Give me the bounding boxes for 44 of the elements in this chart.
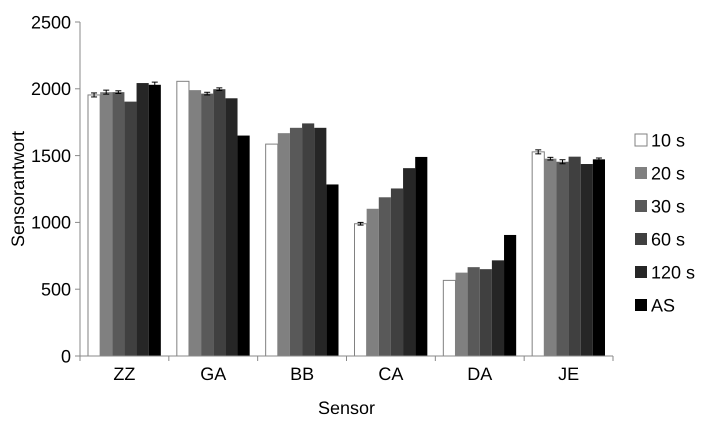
bar xyxy=(112,92,124,356)
y-tick-label: 500 xyxy=(40,280,71,300)
legend-label: AS xyxy=(651,295,676,316)
bar xyxy=(302,123,314,356)
x-tick-label: ZZ xyxy=(113,364,136,384)
bar xyxy=(238,136,250,356)
y-tick-label: 1500 xyxy=(30,146,71,166)
bar xyxy=(504,234,516,356)
bar xyxy=(290,128,302,356)
bar xyxy=(326,184,339,356)
x-tick-label: GA xyxy=(200,364,226,384)
x-axis-title: Sensor xyxy=(318,398,376,418)
y-tick-label: 2000 xyxy=(30,79,71,100)
bar xyxy=(568,156,581,356)
bar xyxy=(415,156,428,356)
legend-label: 30 s xyxy=(651,196,686,216)
bar xyxy=(225,98,238,356)
bar xyxy=(403,168,416,356)
bar xyxy=(378,197,391,356)
legend-label: 60 s xyxy=(651,229,686,250)
bar xyxy=(148,84,161,356)
bar xyxy=(136,83,149,356)
y-tick-label: 0 xyxy=(60,346,71,366)
bar xyxy=(556,162,569,356)
x-tick-label: BB xyxy=(290,364,314,384)
bar xyxy=(201,94,214,356)
legend-label: 20 s xyxy=(651,163,686,184)
bar xyxy=(213,89,226,356)
x-tick-label: CA xyxy=(378,364,404,384)
bar xyxy=(468,267,480,356)
x-tick-label: JE xyxy=(558,364,580,384)
y-tick-label: 2500 xyxy=(30,12,71,32)
bar xyxy=(580,164,593,356)
x-tick-label: DA xyxy=(467,364,492,384)
bar xyxy=(492,260,504,356)
legend-label: 120 s xyxy=(651,262,696,282)
bar xyxy=(480,269,492,356)
y-tick-label: 1000 xyxy=(30,212,71,233)
bar xyxy=(390,188,404,356)
bar xyxy=(124,102,137,356)
y-axis-title: Sensorantwort xyxy=(8,130,28,248)
legend-label: 10 s xyxy=(651,130,686,150)
bar xyxy=(314,128,326,356)
bar xyxy=(592,159,606,356)
